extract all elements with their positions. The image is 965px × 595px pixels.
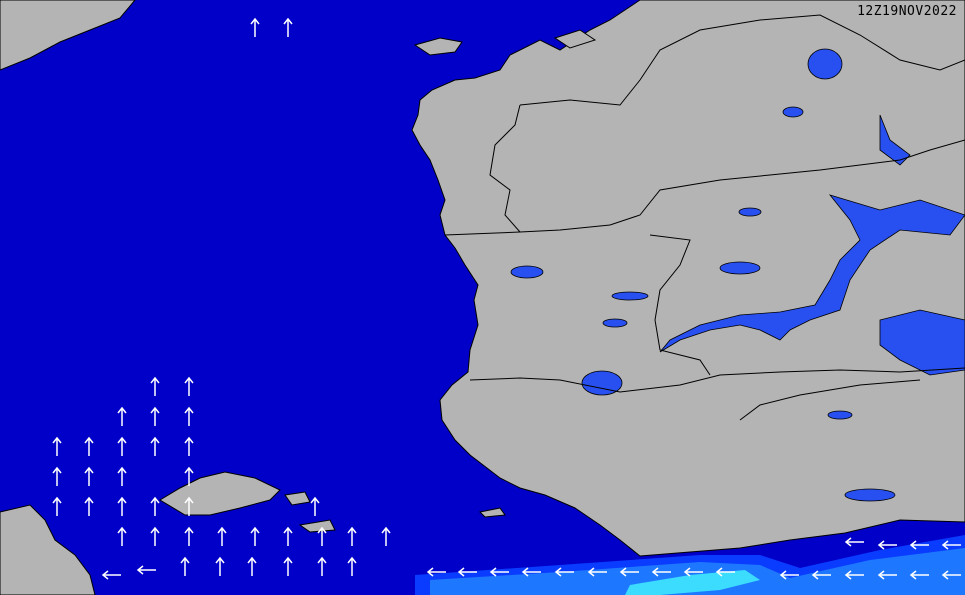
- timestamp-label: 12Z19NOV2022: [857, 4, 957, 19]
- borders: [444, 14, 965, 421]
- arrow-north-icon: [84, 466, 94, 486]
- arrow-west-icon: [877, 570, 897, 580]
- arrow-west-icon: [941, 570, 961, 580]
- lake: [719, 261, 761, 275]
- island-south: [159, 471, 281, 516]
- arrow-north-icon: [215, 556, 225, 576]
- arrow-north-icon: [150, 406, 160, 426]
- arrow-west-icon: [909, 540, 929, 550]
- island-north-2: [553, 29, 597, 49]
- arrow-north-icon: [283, 526, 293, 546]
- arrow-west-icon: [587, 567, 607, 577]
- arrow-north-icon: [150, 526, 160, 546]
- arrow-north-icon: [381, 526, 391, 546]
- arrow-west-icon: [619, 567, 639, 577]
- arrow-north-icon: [150, 376, 160, 396]
- arrow-north-icon: [52, 466, 62, 486]
- arrow-north-icon: [310, 496, 320, 516]
- arrow-north-icon: [117, 436, 127, 456]
- arrow-north-icon: [184, 376, 194, 396]
- wave-arrows: [52, 17, 961, 580]
- arrow-north-icon: [117, 496, 127, 516]
- arrow-north-icon: [347, 556, 357, 576]
- arrow-north-icon: [184, 466, 194, 486]
- arrow-west-icon: [136, 565, 156, 575]
- arrow-west-icon: [554, 567, 574, 577]
- arrow-north-icon: [217, 526, 227, 546]
- arrow-north-icon: [117, 526, 127, 546]
- lake: [510, 265, 544, 279]
- lake: [611, 291, 649, 301]
- lake: [602, 318, 628, 328]
- arrow-west-icon: [426, 567, 446, 577]
- arrow-west-icon: [909, 570, 929, 580]
- arrow-west-icon: [457, 567, 477, 577]
- arrow-north-icon: [84, 496, 94, 516]
- arrow-west-icon: [683, 567, 703, 577]
- lake-system-east: [879, 309, 965, 376]
- arrow-north-icon: [250, 526, 260, 546]
- arrow-north-icon: [247, 556, 257, 576]
- arrow-north-icon: [184, 436, 194, 456]
- arrow-west-icon: [101, 570, 121, 580]
- arrow-west-icon: [877, 540, 897, 550]
- arrow-north-icon: [52, 496, 62, 516]
- arrow-north-icon: [150, 496, 160, 516]
- island-north: [413, 37, 463, 56]
- lake: [738, 207, 762, 217]
- swell-band-high: [625, 570, 760, 595]
- arrow-west-icon: [844, 570, 864, 580]
- lakes: [510, 48, 965, 502]
- lake: [844, 488, 896, 502]
- arrow-north-icon: [150, 436, 160, 456]
- arrow-north-icon: [84, 436, 94, 456]
- lake: [807, 48, 843, 80]
- arrow-north-icon: [317, 526, 327, 546]
- arrow-north-icon: [117, 466, 127, 486]
- land-northwest: [0, 0, 136, 71]
- arrow-west-icon: [941, 540, 961, 550]
- lake: [879, 114, 911, 166]
- arrow-north-icon: [184, 406, 194, 426]
- lake: [827, 410, 853, 420]
- arrow-north-icon: [117, 406, 127, 426]
- arrow-north-icon: [283, 556, 293, 576]
- arrow-west-icon: [811, 570, 831, 580]
- lake-system: [659, 194, 965, 353]
- arrow-west-icon: [651, 567, 671, 577]
- arrow-north-icon: [52, 436, 62, 456]
- arrow-north-icon: [250, 17, 260, 37]
- arrow-north-icon: [180, 556, 190, 576]
- arrow-north-icon: [347, 526, 357, 546]
- lake: [782, 106, 804, 118]
- island-small: [284, 491, 311, 506]
- arrow-west-icon: [715, 567, 735, 577]
- arrow-west-icon: [779, 570, 799, 580]
- arrow-north-icon: [184, 496, 194, 516]
- arrow-west-icon: [521, 567, 541, 577]
- land-southwest: [0, 504, 96, 595]
- mainland: [411, 0, 965, 557]
- island-small-3: [478, 507, 506, 518]
- island-small-2: [298, 519, 336, 533]
- arrow-north-icon: [184, 526, 194, 546]
- lake: [581, 370, 623, 396]
- arrow-north-icon: [283, 17, 293, 37]
- arrow-north-icon: [317, 556, 327, 576]
- arrow-west-icon: [844, 537, 864, 547]
- arrow-west-icon: [489, 567, 509, 577]
